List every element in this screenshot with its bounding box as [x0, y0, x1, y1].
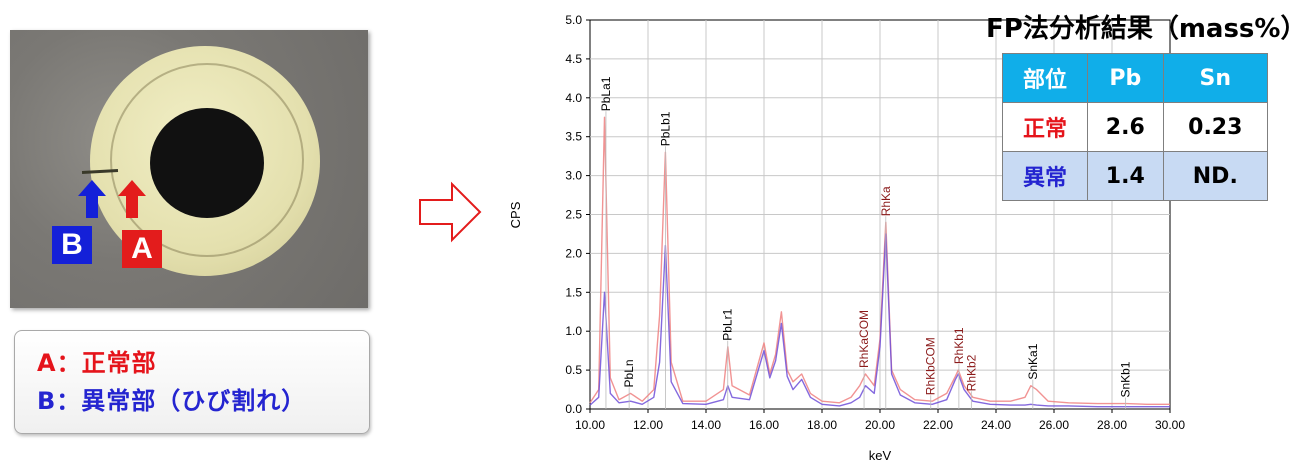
fp-result-table: 部位 Pb Sn 正常 2.6 0.23 異常 1.4 ND.	[1001, 53, 1269, 201]
y-tick-label: 3.0	[565, 169, 582, 183]
y-tick-label: 1.5	[565, 285, 582, 299]
x-tick-label: 16.00	[749, 418, 779, 432]
peak-label: RhKa	[879, 186, 893, 216]
y-tick-label: 4.0	[565, 91, 582, 105]
cell-pb-abnormal: 1.4	[1087, 151, 1164, 201]
x-tick-label: 12.00	[633, 418, 663, 432]
y-tick-label: 0.0	[565, 402, 582, 416]
spectrum-series-2	[589, 233, 1170, 408]
row-label-normal: 正常	[1001, 102, 1089, 152]
peak-label: PbLr1	[721, 308, 735, 340]
cell-sn-abnormal: ND.	[1162, 151, 1269, 201]
table-row-normal: 正常 2.6 0.23	[1001, 102, 1269, 152]
y-tick-label: 5.0	[565, 13, 582, 27]
ring-groove	[110, 63, 304, 257]
y-tick-label: 1.0	[565, 324, 582, 338]
peak-label: PbLb1	[658, 111, 672, 146]
x-tick-label: 24.00	[981, 418, 1011, 432]
y-tick-label: 2.0	[565, 246, 582, 260]
x-tick-label: 14.00	[691, 418, 721, 432]
x-tick-label: 28.00	[1097, 418, 1127, 432]
fp-result-title: FP法分析結果（mass%）	[986, 14, 1300, 44]
row-label-abnormal: 異常	[1001, 151, 1089, 201]
y-tick-label: 4.5	[565, 52, 582, 66]
peak-label: PbLn	[622, 359, 636, 387]
x-tick-label: 18.00	[807, 418, 837, 432]
y-tick-label: 2.5	[565, 208, 582, 222]
peak-label: SnKb1	[1119, 361, 1133, 397]
spectrum-series-1	[589, 116, 1170, 405]
x-tick-label: 20.00	[865, 418, 895, 432]
peak-label: RhKb1	[952, 327, 966, 364]
peak-label: RhKaCOM	[857, 310, 871, 368]
header-sn: Sn	[1162, 53, 1269, 103]
x-tick-label: 26.00	[1039, 418, 1069, 432]
ring-hole	[150, 108, 264, 218]
legend-box: A：正常部 B：異常部（ひび割れ）	[14, 330, 370, 434]
cell-sn-normal: 0.23	[1162, 102, 1269, 152]
y-tick-label: 3.5	[565, 130, 582, 144]
marker-a: A	[122, 230, 162, 268]
x-tick-label: 22.00	[923, 418, 953, 432]
x-tick-label: 30.00	[1155, 418, 1185, 432]
red-up-arrow-icon	[118, 180, 146, 218]
peak-label: SnKa1	[1026, 343, 1040, 379]
header-part: 部位	[1001, 53, 1089, 103]
y-axis-label: CPS	[508, 201, 523, 228]
header-pb: Pb	[1087, 53, 1164, 103]
peak-label: PbLa1	[599, 76, 613, 111]
y-tick-label: 0.5	[565, 363, 582, 377]
marker-b: B	[52, 226, 92, 264]
peak-label: RhKbCOM	[924, 337, 938, 395]
cell-pb-normal: 2.6	[1087, 102, 1164, 152]
blue-up-arrow-icon	[78, 180, 106, 218]
table-row-abnormal: 異常 1.4 ND.	[1001, 151, 1269, 201]
right-arrow-icon	[419, 181, 482, 243]
sample-photo: B A	[10, 30, 368, 308]
legend-normal: A：正常部	[37, 349, 157, 377]
x-axis-label: keV	[869, 448, 892, 463]
x-tick-label: 10.00	[575, 418, 605, 432]
legend-abnormal: B：異常部（ひび割れ）	[37, 387, 307, 415]
peak-label: RhKb2	[964, 354, 978, 391]
